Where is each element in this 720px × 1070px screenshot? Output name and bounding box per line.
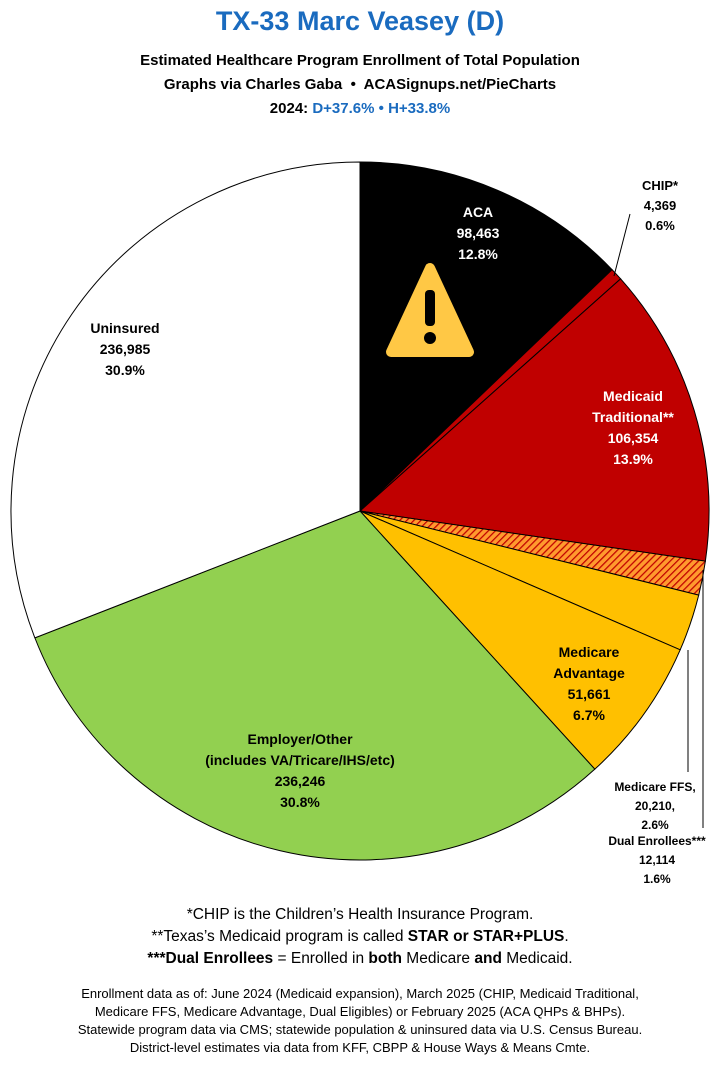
footnote-part: ***Dual Enrollees xyxy=(147,950,274,967)
source-line: Medicare FFS, Medicare Advantage, Dual E… xyxy=(94,1004,626,1019)
category: CHIP* xyxy=(641,178,679,193)
leader-line xyxy=(613,213,631,277)
slice-label: Employer/Other (includes VA/Tricare/IHS/e… xyxy=(150,729,450,813)
footnote-part: . xyxy=(564,928,569,945)
subtitle: Estimated Healthcare Program Enrollment … xyxy=(140,52,580,69)
category: ACA xyxy=(462,204,494,220)
footnote-part: and xyxy=(474,950,502,967)
value-label: 98,463 xyxy=(456,225,500,241)
pie-slice xyxy=(358,278,710,562)
value-label: 12,114 xyxy=(638,853,676,867)
slice-label: CHIP* 4,369 0.6% xyxy=(600,176,720,236)
value-label: 236,985 xyxy=(99,341,151,357)
note: (includes VA/Tricare/IHS/etc) xyxy=(205,752,395,768)
share-label: 0.6% xyxy=(645,218,675,233)
warning-icon xyxy=(386,263,474,357)
slice-label: Medicare Advantage 51,661 6.7% xyxy=(534,642,644,726)
category: Employer/Other xyxy=(247,731,353,747)
slice-label: Dual Enrollees*** 12,114 1.6% xyxy=(587,832,720,889)
category: Medicaid Traditional** xyxy=(592,388,674,425)
pie-slice xyxy=(359,510,681,770)
share-label: 12.8% xyxy=(458,246,498,262)
footnote-part: Medicaid. xyxy=(501,950,573,967)
share-label: 30.8% xyxy=(280,794,320,810)
category: Medicare FFS, xyxy=(614,780,696,794)
footnote: *CHIP is the Children’s Health Insurance… xyxy=(0,904,720,926)
share-label: 1.6% xyxy=(643,872,671,886)
lean: 2024: D+37.6% • H+33.8% xyxy=(0,100,720,117)
category: Dual Enrollees*** xyxy=(608,834,706,848)
slice-label: Medicare FFS, 20,210, 2.6% xyxy=(585,778,720,835)
footnote-part: **Texas’s Medicaid program is called xyxy=(151,928,408,945)
value-label: 4,369 xyxy=(643,198,677,213)
footnote-part: STAR or STAR+PLUS xyxy=(407,928,565,945)
pie-slice xyxy=(10,161,361,639)
slice-label: Medicaid Traditional** 106,354 13.9% xyxy=(573,386,693,470)
lean-year: 2024: xyxy=(269,100,309,117)
footnote-part: Medicare xyxy=(401,950,475,967)
chart-title: TX-33 Marc Veasey (D) xyxy=(215,6,505,36)
footnote-part: both xyxy=(368,950,402,967)
value-label: 51,661 xyxy=(567,686,611,702)
share-label: 6.7% xyxy=(573,707,605,723)
share-label: 30.9% xyxy=(105,362,145,378)
credit: Graphs via Charles Gaba • ACASignups.net… xyxy=(163,76,557,93)
value-label: 106,354 xyxy=(607,430,659,446)
slice-label: Uninsured 236,985 30.9% xyxy=(65,318,185,381)
share-label: 13.9% xyxy=(613,451,653,467)
source-line: Statewide program data via CMS; statewid… xyxy=(77,1022,643,1037)
source-line: District-level estimates via data from K… xyxy=(129,1040,591,1055)
pie-chart xyxy=(10,161,710,861)
lean-h: H+33.8% xyxy=(388,100,451,117)
source-line: Enrollment data as of: June 2024 (Medica… xyxy=(81,986,639,1001)
pie-slice xyxy=(34,510,596,861)
value-label: 20,210, xyxy=(634,799,676,813)
footnote-part: *CHIP is the Children’s Health Insurance… xyxy=(186,906,534,923)
category: Uninsured xyxy=(90,320,160,336)
lean-separator: • xyxy=(378,100,384,117)
slice-label: ACA 98,463 12.8% xyxy=(418,202,538,265)
lean-d: D+37.6% xyxy=(312,100,375,117)
value-label: 236,246 xyxy=(274,773,326,789)
footnote: **Texas’s Medicaid program is called STA… xyxy=(0,926,720,948)
category: Medicare Advantage xyxy=(553,644,625,681)
footnote: ***Dual Enrollees = Enrolled in both Med… xyxy=(0,948,720,970)
footnote-part: = Enrolled in xyxy=(273,950,369,967)
pie-slice xyxy=(359,161,613,513)
share-label: 2.6% xyxy=(641,818,669,832)
